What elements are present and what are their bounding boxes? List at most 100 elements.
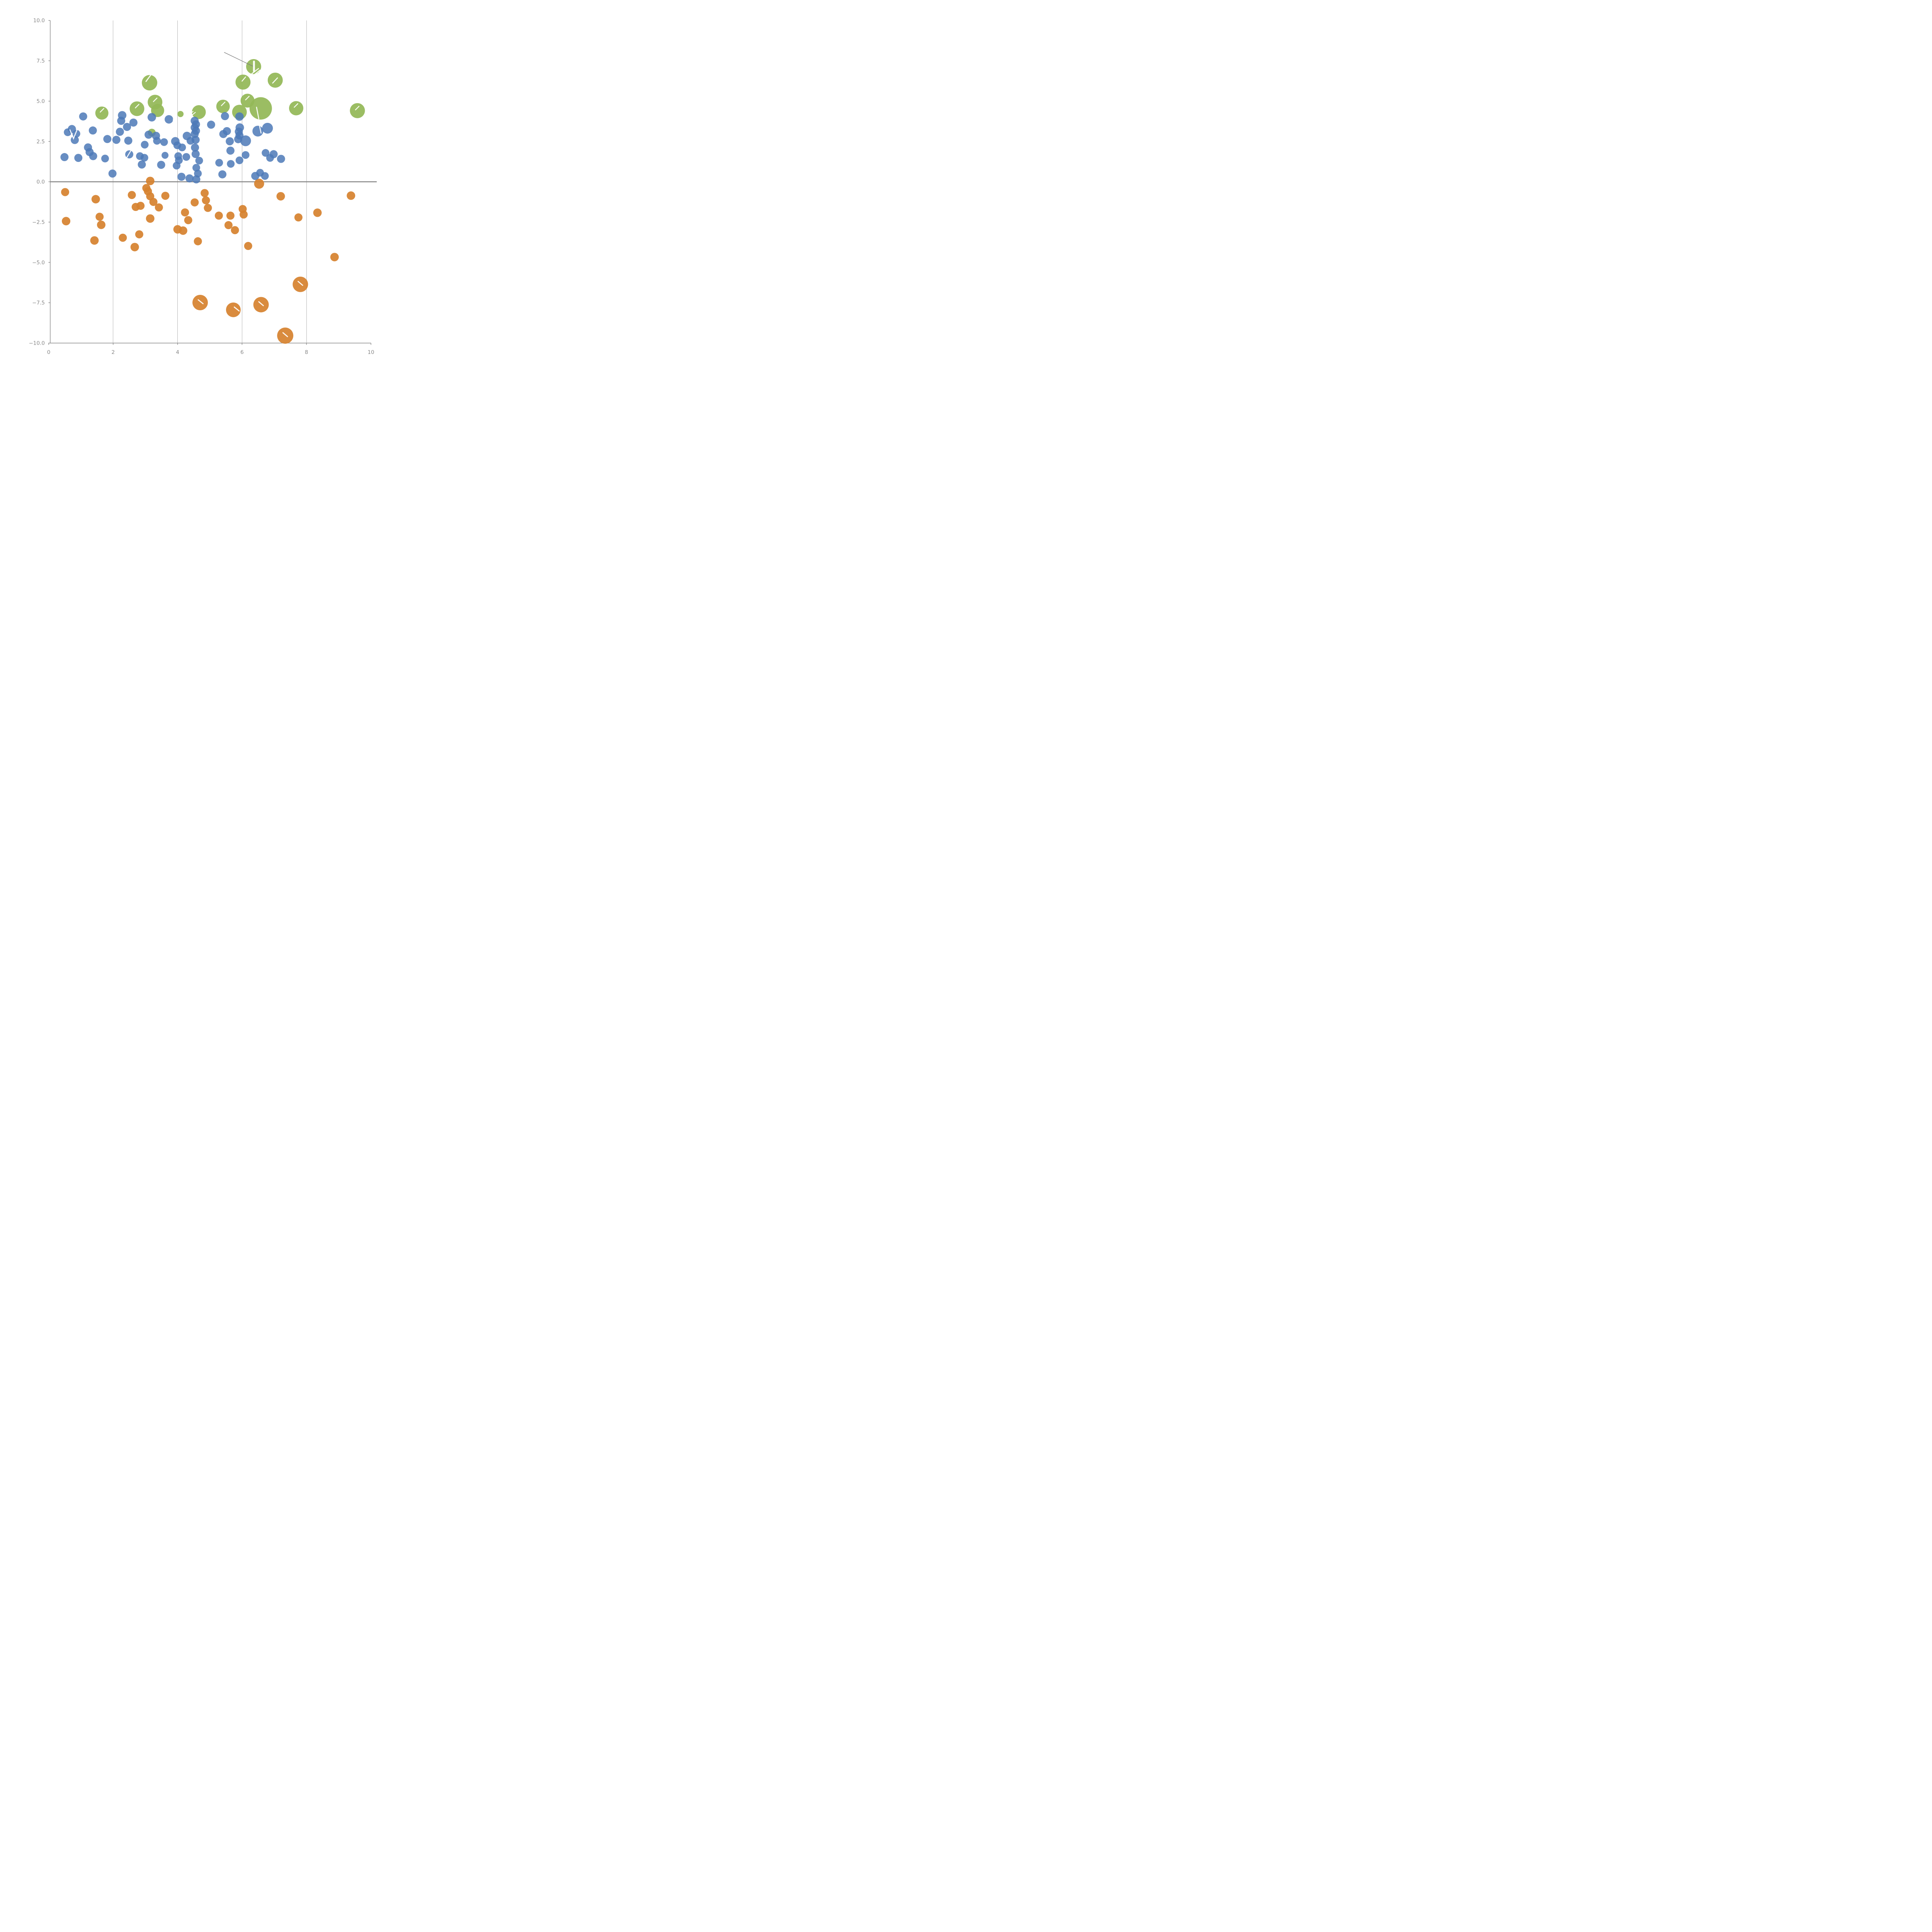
scatter-point-orange	[224, 221, 233, 230]
scatter-point-blue	[192, 175, 201, 184]
scatter-point-orange	[294, 213, 303, 222]
scatter-point-green-large	[177, 111, 184, 117]
hidden-white-stroke	[100, 108, 104, 113]
scatter-point-blue	[192, 164, 200, 172]
scatter-point-blue	[123, 122, 131, 131]
y-tick-label: 10.0	[33, 18, 45, 24]
scatter-point-orange	[293, 276, 308, 292]
scatter-point-orange	[201, 189, 209, 197]
scatter-point-blue	[178, 143, 186, 151]
hidden-white-stroke	[294, 103, 298, 108]
series-green-points	[95, 59, 365, 137]
hidden-white-stroke	[242, 76, 246, 82]
x-tick-label: 0	[47, 349, 51, 355]
scatter-point-green-large	[216, 99, 230, 113]
scatter-point-orange	[330, 253, 339, 262]
scatter-plot-figure: 10.0 7.5 5.0 2.5 0.0 −2.5 −5.0 −7.5 −10.0 0 2 4 6 8 10	[0, 0, 386, 386]
y-tick-label: 7.5	[37, 58, 45, 64]
hidden-white-stroke	[197, 299, 204, 304]
scatter-point-blue	[235, 156, 243, 164]
scatter-point-orange	[90, 236, 99, 245]
scatter-point-blue	[240, 135, 251, 146]
scatter-point-blue	[89, 152, 97, 160]
scatter-point-orange	[61, 188, 70, 196]
scatter-point-blue	[215, 159, 223, 167]
scatter-point-blue	[88, 126, 97, 135]
scatter-point-orange	[136, 202, 145, 210]
scatter-point-blue	[185, 174, 194, 183]
scatter-point-orange	[184, 216, 192, 224]
scatter-point-orange	[190, 198, 199, 207]
scatter-point-orange	[347, 191, 355, 200]
hidden-white-strokes	[69, 60, 360, 337]
hidden-white-stroke	[189, 111, 194, 115]
scatter-point-orange	[244, 242, 252, 250]
hidden-white-stroke	[221, 102, 226, 106]
hidden-white-stroke	[249, 68, 259, 76]
scatter-plot-canvas: 10.0 7.5 5.0 2.5 0.0 −2.5 −5.0 −7.5 −10.00 2 4 6 8 10	[29, 18, 377, 355]
scatter-point-orange	[119, 233, 127, 242]
scatter-point-blue	[191, 143, 199, 152]
hidden-white-stroke	[256, 107, 260, 119]
scatter-point-orange	[226, 211, 235, 220]
scatter-point-blue	[153, 137, 161, 145]
scatter-point-blue	[227, 160, 235, 168]
hidden-white-stroke	[135, 104, 139, 109]
y-tick-label: −7.5	[32, 300, 45, 306]
scatter-point-orange	[161, 192, 170, 200]
scatter-point-orange	[277, 327, 294, 344]
scatter-point-green-large	[289, 101, 304, 116]
scatter-point-orange	[91, 195, 100, 204]
scatter-point-blue	[242, 151, 250, 159]
scatter-point-blue	[124, 136, 133, 145]
hidden-white-stroke	[251, 70, 261, 78]
scatter-point-blue	[145, 131, 153, 139]
scatter-point-green-large	[142, 75, 158, 91]
scatter-point-blue	[71, 136, 79, 144]
scatter-point-blue	[235, 112, 244, 121]
y-tick-label: 0.0	[37, 179, 45, 185]
x-tick-label: 8	[305, 349, 308, 355]
scatter-point-blue	[261, 172, 269, 180]
y-tick-label: −5.0	[32, 260, 45, 266]
scatter-point-blue	[191, 136, 200, 144]
scatter-point-blue	[108, 169, 117, 178]
scatter-point-blue	[112, 136, 121, 144]
scatter-point-blue	[219, 130, 228, 138]
scatter-point-orange	[135, 230, 143, 238]
scatter-point-blue	[277, 155, 285, 163]
scatter-point-green-large	[249, 97, 272, 120]
scatter-point-blue	[74, 154, 83, 162]
scatter-point-orange	[149, 198, 158, 206]
scatter-point-blue	[262, 122, 273, 134]
hidden-white-stroke	[192, 112, 196, 116]
scatter-point-orange	[276, 192, 285, 201]
scatter-point-orange	[192, 295, 208, 311]
hidden-white-stroke	[272, 77, 278, 84]
scatter-point-orange	[194, 237, 202, 245]
scatter-point-blue	[252, 126, 264, 137]
scatter-point-blue	[165, 115, 173, 124]
scatter-point-green-large	[129, 101, 145, 116]
scatter-point-blue	[162, 151, 169, 159]
x-tick-label: 10	[367, 349, 374, 355]
x-tick-label: 6	[240, 349, 244, 355]
scatter-point-green-large	[350, 103, 365, 118]
scatter-point-orange	[313, 208, 322, 217]
scatter-point-orange	[146, 177, 155, 185]
series-orange-points	[61, 177, 355, 344]
scatter-point-orange	[155, 203, 163, 212]
hidden-white-stroke	[282, 332, 288, 337]
hidden-white-stroke	[126, 150, 132, 159]
scatter-point-orange	[231, 226, 239, 235]
scatter-point-blue	[160, 138, 168, 146]
hidden-white-stroke	[233, 306, 240, 312]
x-tick-label: 2	[112, 349, 115, 355]
scatter-point-orange	[130, 243, 139, 252]
scatter-point-blue	[177, 172, 186, 181]
scatter-point-blue	[195, 156, 203, 165]
scatter-point-orange	[179, 226, 187, 235]
tick-labels: 10.0 7.5 5.0 2.5 0.0 −2.5 −5.0 −7.5 −10.00 2 4 6 8 10	[29, 18, 374, 355]
scatter-point-orange	[253, 297, 269, 313]
hidden-white-stroke	[258, 301, 264, 306]
